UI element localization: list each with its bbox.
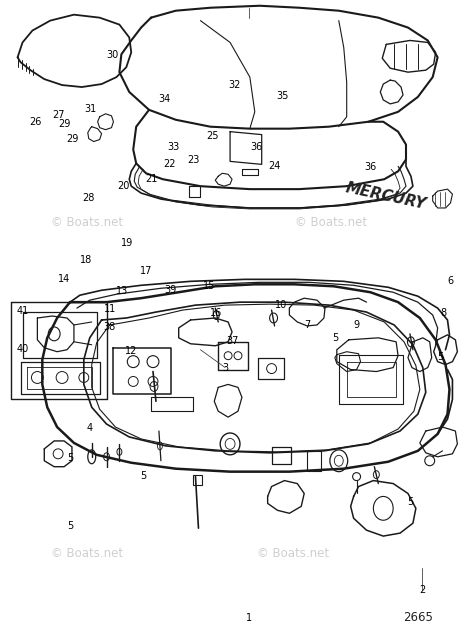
Text: 12: 12 bbox=[126, 346, 138, 355]
Text: 21: 21 bbox=[146, 174, 158, 184]
Text: 20: 20 bbox=[118, 181, 130, 191]
Text: 1: 1 bbox=[246, 612, 252, 623]
Text: 36: 36 bbox=[365, 162, 377, 172]
Text: 41: 41 bbox=[16, 306, 28, 316]
Text: 27: 27 bbox=[52, 110, 64, 121]
Text: 23: 23 bbox=[188, 154, 200, 165]
Text: 7: 7 bbox=[304, 320, 310, 330]
Text: 26: 26 bbox=[29, 117, 42, 127]
Text: 39: 39 bbox=[164, 285, 177, 295]
Text: 13: 13 bbox=[116, 286, 128, 296]
Text: 31: 31 bbox=[85, 104, 97, 114]
Text: 29: 29 bbox=[66, 134, 78, 144]
Text: 11: 11 bbox=[104, 304, 117, 314]
Text: 9: 9 bbox=[354, 320, 359, 330]
Text: 17: 17 bbox=[139, 266, 152, 276]
Text: MERCURY: MERCURY bbox=[344, 180, 427, 212]
Text: 40: 40 bbox=[16, 345, 28, 354]
Text: 19: 19 bbox=[121, 238, 133, 248]
Text: 8: 8 bbox=[440, 308, 446, 318]
Text: 38: 38 bbox=[103, 322, 116, 332]
Text: 10: 10 bbox=[275, 300, 288, 310]
Bar bbox=[192, 475, 202, 484]
Text: 30: 30 bbox=[107, 50, 119, 59]
Text: 36: 36 bbox=[251, 142, 263, 152]
Text: 2665: 2665 bbox=[403, 611, 433, 624]
Text: 24: 24 bbox=[268, 161, 281, 171]
Text: 35: 35 bbox=[277, 91, 289, 101]
Text: 5: 5 bbox=[332, 333, 338, 343]
Text: 6: 6 bbox=[447, 276, 453, 286]
Text: © Boats.net: © Boats.net bbox=[51, 547, 123, 560]
Text: © Boats.net: © Boats.net bbox=[257, 547, 329, 560]
Text: 29: 29 bbox=[58, 119, 71, 130]
Text: 28: 28 bbox=[82, 193, 94, 203]
Text: 5: 5 bbox=[407, 498, 413, 507]
Text: 32: 32 bbox=[228, 80, 241, 90]
Text: © Boats.net: © Boats.net bbox=[295, 216, 367, 230]
Text: 16: 16 bbox=[210, 308, 222, 318]
Text: 33: 33 bbox=[168, 142, 180, 152]
Text: 5: 5 bbox=[438, 352, 444, 362]
Text: 37: 37 bbox=[226, 336, 238, 346]
Text: 4: 4 bbox=[86, 423, 92, 433]
Text: 5: 5 bbox=[68, 453, 74, 463]
Text: 3: 3 bbox=[222, 363, 228, 373]
Text: 18: 18 bbox=[80, 255, 92, 265]
Text: 15: 15 bbox=[203, 281, 215, 291]
Text: 14: 14 bbox=[57, 274, 70, 283]
Text: 2: 2 bbox=[419, 584, 425, 595]
Text: 5: 5 bbox=[140, 471, 146, 481]
Text: 5: 5 bbox=[68, 521, 74, 531]
Text: © Boats.net: © Boats.net bbox=[51, 216, 123, 230]
Text: 25: 25 bbox=[206, 131, 219, 140]
Text: 22: 22 bbox=[163, 159, 175, 169]
Text: 34: 34 bbox=[158, 94, 171, 104]
